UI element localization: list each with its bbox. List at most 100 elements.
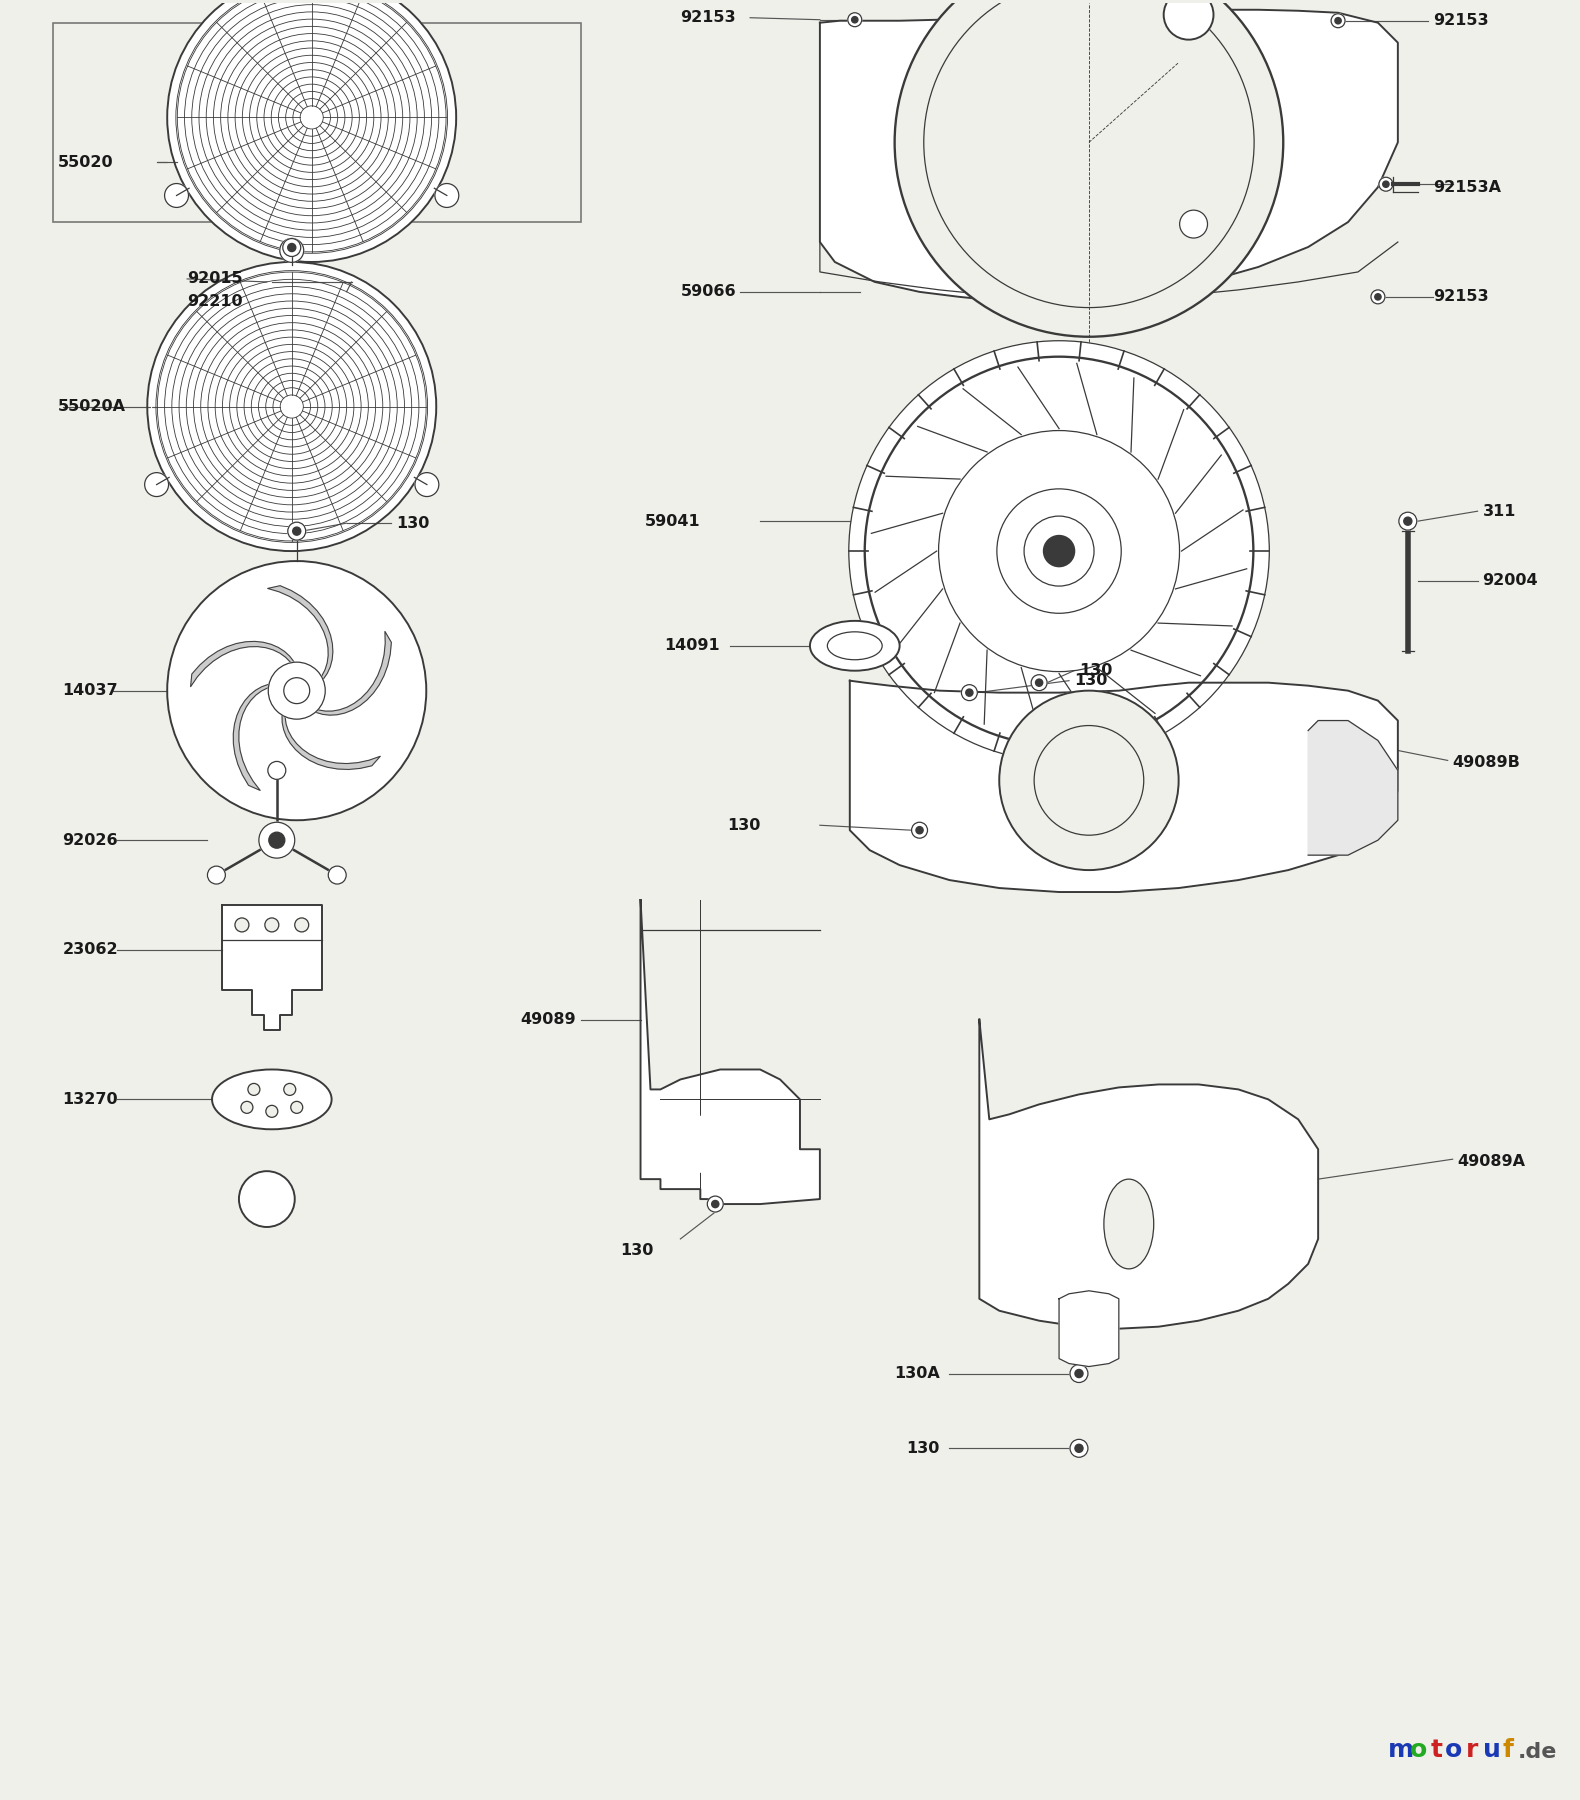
- Text: 13270: 13270: [63, 1093, 118, 1107]
- Text: 92153A: 92153A: [1433, 180, 1501, 194]
- Circle shape: [999, 691, 1179, 869]
- Text: m: m: [1387, 1739, 1414, 1762]
- Ellipse shape: [1104, 1179, 1153, 1269]
- Text: 23062: 23062: [63, 943, 118, 958]
- Circle shape: [269, 761, 286, 779]
- Text: 92153: 92153: [681, 11, 736, 25]
- Ellipse shape: [811, 621, 899, 671]
- Text: 14091: 14091: [665, 639, 720, 653]
- Bar: [52, 23, 581, 221]
- Circle shape: [1180, 211, 1207, 238]
- Circle shape: [207, 866, 226, 884]
- Circle shape: [894, 0, 1283, 337]
- Text: r: r: [1466, 1739, 1477, 1762]
- Text: 49089: 49089: [520, 1012, 575, 1028]
- Circle shape: [164, 184, 188, 207]
- Text: 130A: 130A: [894, 1366, 940, 1381]
- Text: u: u: [1482, 1739, 1501, 1762]
- Circle shape: [248, 1084, 259, 1096]
- Text: 49089B: 49089B: [1452, 754, 1520, 770]
- Text: A: A: [259, 1190, 273, 1208]
- Text: 311: 311: [1482, 504, 1515, 518]
- Text: .de: .de: [1517, 1742, 1556, 1762]
- Text: o: o: [1444, 1739, 1462, 1762]
- Text: 92026: 92026: [63, 833, 118, 848]
- Circle shape: [147, 263, 436, 551]
- Polygon shape: [1059, 1291, 1119, 1366]
- Circle shape: [280, 238, 303, 263]
- Circle shape: [416, 473, 439, 497]
- Text: 130: 130: [397, 515, 430, 531]
- Circle shape: [1379, 176, 1394, 191]
- Polygon shape: [267, 585, 333, 684]
- Circle shape: [145, 473, 169, 497]
- Polygon shape: [191, 641, 297, 688]
- Circle shape: [852, 16, 858, 23]
- Circle shape: [265, 1105, 278, 1118]
- Ellipse shape: [828, 632, 882, 661]
- Circle shape: [708, 1195, 724, 1211]
- Text: t: t: [1431, 1739, 1443, 1762]
- Polygon shape: [223, 905, 322, 1030]
- Circle shape: [1035, 725, 1144, 835]
- Polygon shape: [310, 632, 392, 715]
- Text: 92153: 92153: [1433, 290, 1488, 304]
- Circle shape: [329, 866, 346, 884]
- Circle shape: [284, 1084, 295, 1096]
- Text: o: o: [1409, 1739, 1427, 1762]
- Circle shape: [848, 13, 861, 27]
- Circle shape: [295, 918, 308, 932]
- Circle shape: [283, 239, 300, 256]
- Circle shape: [1070, 1440, 1089, 1458]
- Circle shape: [288, 522, 305, 540]
- Text: 14037: 14037: [63, 684, 118, 698]
- Text: f: f: [1503, 1739, 1514, 1762]
- Circle shape: [167, 0, 457, 263]
- Circle shape: [291, 1102, 303, 1114]
- Circle shape: [1335, 18, 1341, 23]
- Polygon shape: [820, 9, 1398, 302]
- Circle shape: [1032, 675, 1048, 691]
- Circle shape: [269, 662, 325, 720]
- Polygon shape: [281, 709, 381, 769]
- Circle shape: [711, 1201, 719, 1208]
- Text: 130: 130: [905, 1440, 940, 1456]
- Circle shape: [965, 689, 973, 697]
- Circle shape: [850, 342, 1269, 760]
- Text: 59066: 59066: [681, 284, 736, 299]
- Circle shape: [1375, 293, 1381, 301]
- Text: 49089A: 49089A: [1458, 1154, 1526, 1168]
- Circle shape: [1330, 14, 1345, 27]
- Polygon shape: [850, 680, 1398, 893]
- Circle shape: [259, 823, 295, 859]
- Text: 130: 130: [621, 1244, 654, 1258]
- Circle shape: [1074, 1370, 1082, 1377]
- Ellipse shape: [212, 1069, 332, 1129]
- Circle shape: [916, 826, 923, 833]
- Circle shape: [961, 684, 978, 700]
- Text: 92015: 92015: [186, 272, 243, 286]
- Circle shape: [239, 1172, 295, 1228]
- Text: 59041: 59041: [645, 513, 700, 529]
- Polygon shape: [1308, 720, 1398, 855]
- Text: 55020A: 55020A: [57, 400, 125, 414]
- Text: 130: 130: [727, 817, 760, 833]
- Circle shape: [1070, 1364, 1089, 1382]
- Circle shape: [997, 490, 1122, 614]
- Circle shape: [1024, 517, 1093, 587]
- Polygon shape: [234, 684, 275, 790]
- Polygon shape: [640, 900, 820, 1204]
- Circle shape: [1074, 1444, 1082, 1453]
- Circle shape: [235, 918, 250, 932]
- Circle shape: [265, 918, 278, 932]
- Circle shape: [1371, 290, 1386, 304]
- Circle shape: [1398, 513, 1417, 531]
- Text: A: A: [1182, 5, 1194, 23]
- Circle shape: [240, 1102, 253, 1114]
- Circle shape: [288, 243, 295, 252]
- Text: 130: 130: [1079, 662, 1112, 679]
- Text: 92004: 92004: [1482, 574, 1539, 589]
- FancyBboxPatch shape: [692, 1116, 738, 1172]
- Circle shape: [912, 823, 927, 839]
- Circle shape: [1043, 536, 1074, 567]
